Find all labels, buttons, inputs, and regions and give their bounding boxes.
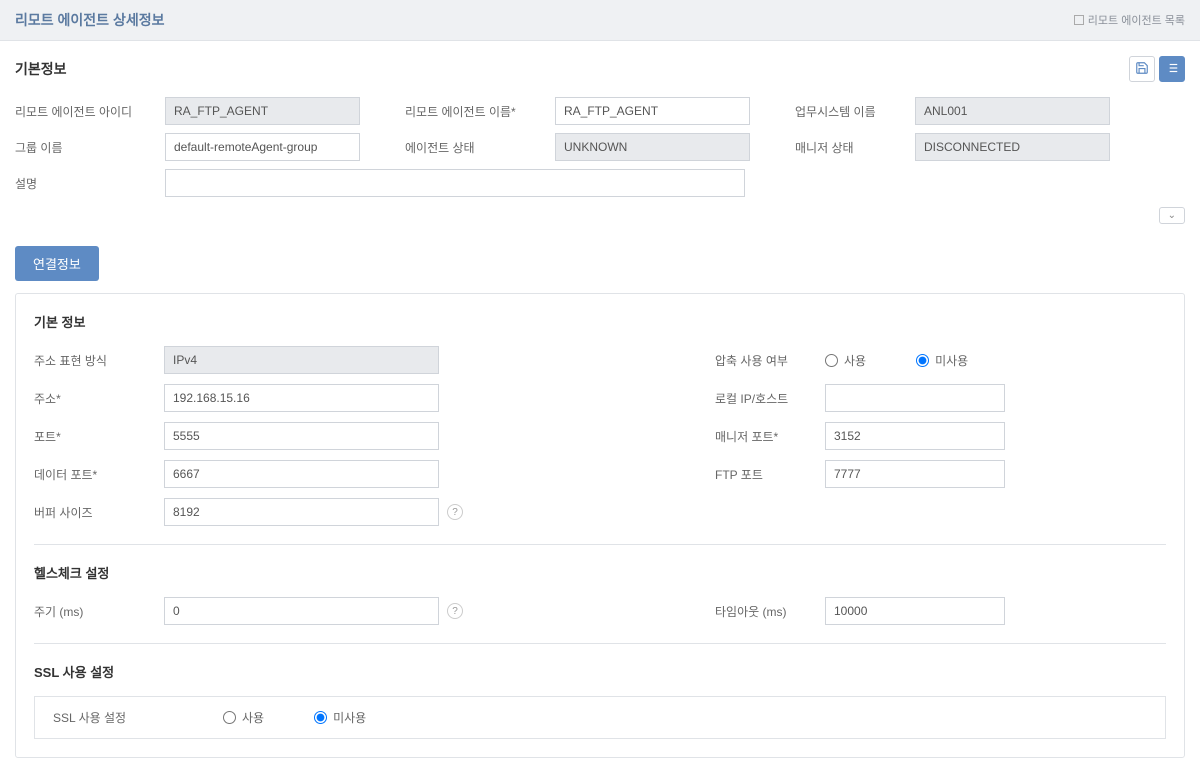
radio-compression-use[interactable]: 사용 [825,352,866,369]
radio-ssl-use-input[interactable] [223,711,236,724]
radio-ssl-unuse-label: 미사용 [333,709,366,726]
radio-ssl-use-label: 사용 [242,709,264,726]
label-agent-status: 에이전트 상태 [405,139,555,156]
label-timeout: 타임아웃 (ms) [715,603,825,620]
help-icon-period[interactable]: ? [447,603,463,619]
basic-info-form: 리모트 에이전트 아이디 리모트 에이전트 이름* 업무시스템 이름 그룹 이름… [15,97,1185,197]
label-agent-id: 리모트 에이전트 아이디 [15,103,165,120]
breadcrumb-label: 리모트 에이전트 목록 [1088,12,1185,28]
label-address: 주소* [34,390,164,407]
page-title: 리모트 에이전트 상세정보 [15,10,164,30]
input-local-ip[interactable] [825,384,1005,412]
input-timeout[interactable] [825,597,1005,625]
label-manager-status: 매니저 상태 [795,139,915,156]
input-description[interactable] [165,169,745,197]
label-period: 주기 (ms) [34,603,164,620]
label-description: 설명 [15,175,165,192]
input-address[interactable] [164,384,439,412]
panel-title-basic: 기본 정보 [34,312,1166,331]
radio-compression-use-input[interactable] [825,354,838,367]
input-agent-id [165,97,360,125]
header-buttons [1129,56,1185,82]
page-header: 리모트 에이전트 상세정보 리모트 에이전트 목록 [0,0,1200,41]
ssl-radio-group: 사용 미사용 [223,709,366,726]
input-manager-status [915,133,1110,161]
main-content: 기본정보 리모트 에이전트 아이디 리모트 에이전트 이름* [0,41,1200,773]
label-address-type: 주소 표현 방식 [34,352,164,369]
tab-section: 연결정보 기본 정보 주소 표현 방식 압축 사용 여부 사용 [15,246,1185,758]
radio-label-unuse: 미사용 [935,352,968,369]
label-manager-port: 매니저 포트* [715,428,825,445]
connection-panel: 기본 정보 주소 표현 방식 압축 사용 여부 사용 [15,293,1185,758]
divider [34,544,1166,545]
input-agent-name[interactable] [555,97,750,125]
label-compression: 압축 사용 여부 [715,352,825,369]
help-icon-buffer[interactable]: ? [447,504,463,520]
input-ftp-port[interactable] [825,460,1005,488]
label-local-ip: 로컬 IP/호스트 [715,390,825,407]
input-agent-status [555,133,750,161]
tab-connection[interactable]: 연결정보 [15,246,99,281]
input-period[interactable] [164,597,439,625]
radio-ssl-use[interactable]: 사용 [223,709,264,726]
list-icon [1074,15,1084,25]
radio-compression-unuse-input[interactable] [916,354,929,367]
label-data-port: 데이터 포트* [34,466,164,483]
radio-compression-unuse[interactable]: 미사용 [916,352,968,369]
section-title-basic: 기본정보 [15,59,67,79]
breadcrumb[interactable]: 리모트 에이전트 목록 [1074,12,1185,28]
input-data-port[interactable] [164,460,439,488]
radio-ssl-unuse-input[interactable] [314,711,327,724]
expand-row: ⌄ [15,205,1185,226]
chevron-down-icon: ⌄ [1168,210,1176,221]
save-button[interactable] [1129,56,1155,82]
label-group-name: 그룹 이름 [15,139,165,156]
list-view-icon [1165,61,1179,78]
label-ftp-port: FTP 포트 [715,466,825,483]
divider-2 [34,643,1166,644]
ssl-box: SSL 사용 설정 사용 미사용 [34,696,1166,739]
compression-radio-group: 사용 미사용 [825,352,968,369]
input-address-type [164,346,439,374]
input-buffer-size[interactable] [164,498,439,526]
basic-info-header: 기본정보 [15,56,1185,82]
label-agent-name: 리모트 에이전트 이름* [405,103,555,120]
panel-title-ssl: SSL 사용 설정 [34,662,1166,681]
input-port[interactable] [164,422,439,450]
label-buffer-size: 버퍼 사이즈 [34,504,164,521]
radio-label-use: 사용 [844,352,866,369]
radio-ssl-unuse[interactable]: 미사용 [314,709,366,726]
list-button[interactable] [1159,56,1185,82]
input-group-name[interactable] [165,133,360,161]
save-icon [1135,61,1149,78]
input-biz-system [915,97,1110,125]
panel-title-healthcheck: 헬스체크 설정 [34,563,1166,582]
label-port: 포트* [34,428,164,445]
expand-button[interactable]: ⌄ [1159,207,1185,224]
input-manager-port[interactable] [825,422,1005,450]
label-ssl-setting: SSL 사용 설정 [53,709,223,726]
label-biz-system: 업무시스템 이름 [795,103,915,120]
